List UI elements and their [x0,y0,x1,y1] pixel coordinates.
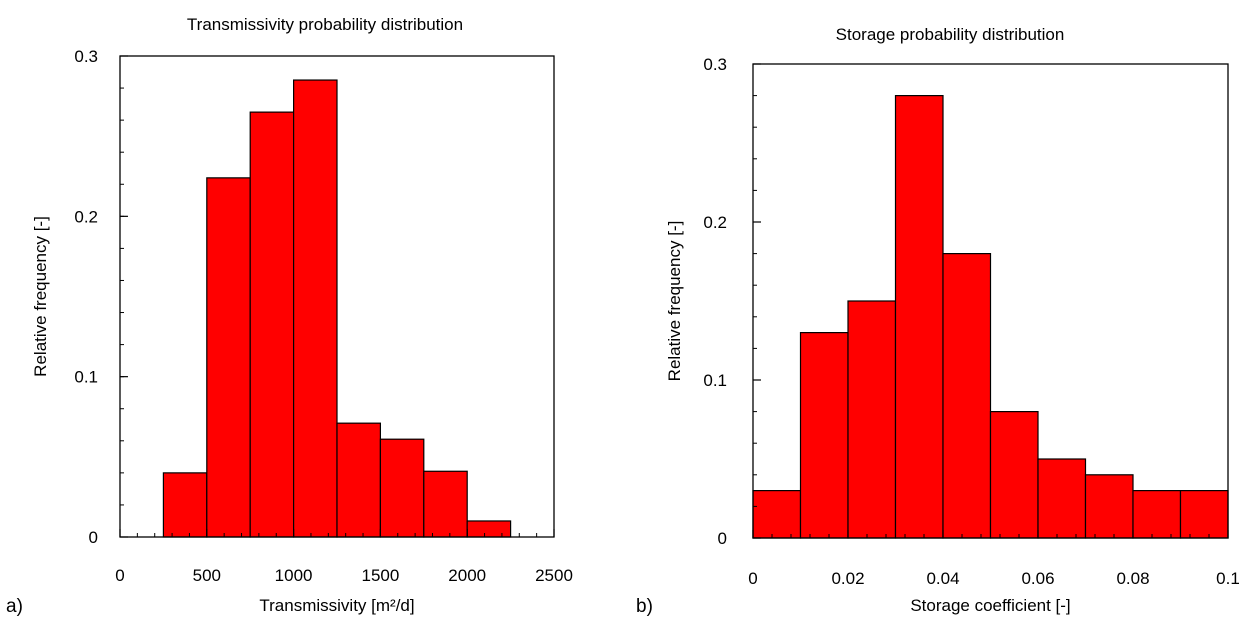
y-tick-label: 0.1 [703,371,727,390]
y-tick-label: 0.2 [703,213,727,232]
x-tick-label: 1500 [361,566,399,585]
x-tick-label: 2000 [448,566,486,585]
panel-label: b) [636,596,653,617]
x-tick-label: 1000 [275,566,313,585]
bar [989,411,1039,539]
bar [894,94,944,539]
x-tick-label: 2500 [535,566,573,585]
x-tick-label: 0.1 [1216,569,1240,588]
y-tick-label: 0.3 [703,55,727,74]
chart-title: Storage probability distribution [836,25,1065,44]
x-tick-label: 0 [748,569,757,588]
bar [1132,490,1182,539]
bar [1179,490,1229,539]
bar [379,438,425,538]
x-tick-label: 0.04 [926,569,959,588]
y-tick-label: 0 [718,529,727,548]
x-tick-label: 0.06 [1021,569,1054,588]
panel-label: a) [6,596,23,617]
bar [162,472,208,538]
y-axis-label: Relative frequency [-] [665,221,684,382]
y-tick-label: 0.3 [74,47,98,66]
bar [423,470,468,538]
plot-frame [119,55,555,538]
x-tick-label: 0.02 [831,569,864,588]
bar [206,177,251,538]
bar [336,422,382,538]
bar [799,332,849,539]
y-tick-label: 0 [89,528,98,547]
bar [752,490,802,539]
chart-panel-b: 0 0.02 0.04 0.06 0.08 0.1 0 0.1 0.2 0.3 Storage pr… [636,25,1240,617]
bar [942,253,992,539]
x-axis-label: Transmissivity [m²/d] [259,596,414,615]
bar [466,520,512,538]
y-tick-label: 0.1 [74,368,98,387]
bar [293,79,338,538]
bar [1037,458,1087,539]
bar [847,300,897,539]
bar [249,111,295,538]
y-axis-label: Relative frequency [-] [31,216,50,377]
x-tick-label: 500 [193,566,221,585]
bar [1084,474,1134,539]
x-axis-label: Storage coefficient [-] [910,596,1070,615]
x-tick-label: 0 [115,566,124,585]
chart-panel-a: 0 500 1000 1500 2000 2500 0 0.1 0.2 0.3 Transmissi… [6,15,573,617]
chart-title: Transmissivity probability distribution [187,15,463,34]
plot-frame [752,63,1229,539]
y-tick-label: 0.2 [74,207,98,226]
x-tick-label: 0.08 [1116,569,1149,588]
